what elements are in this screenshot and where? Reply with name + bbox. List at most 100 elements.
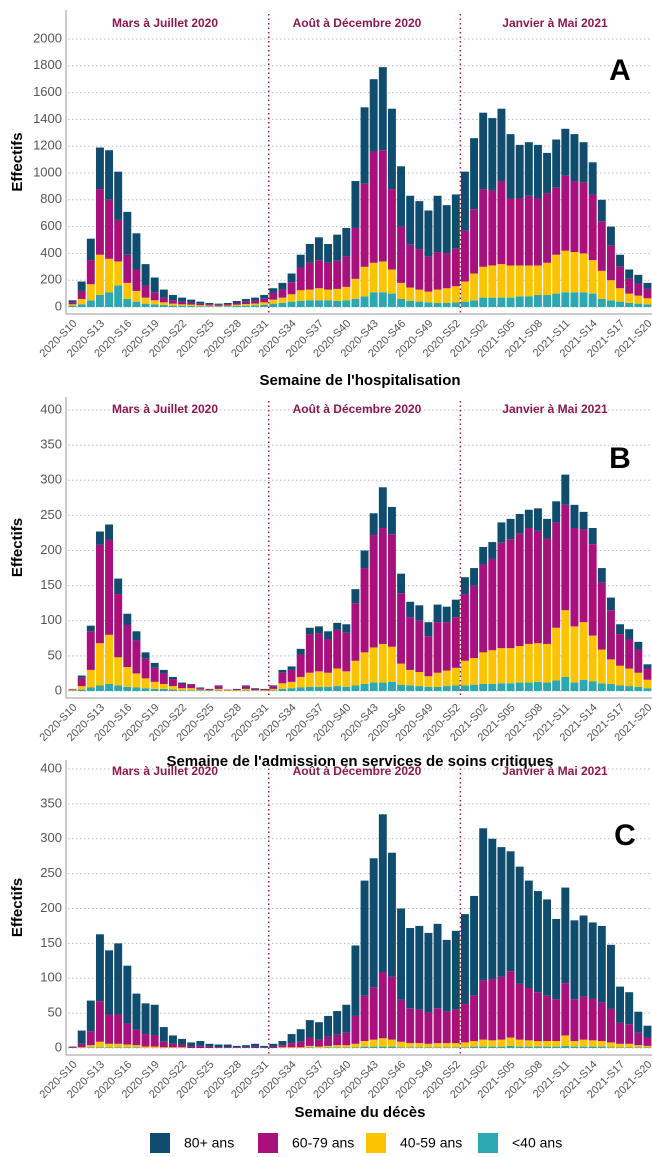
bar-segment (351, 603, 360, 661)
bar-segment (187, 1042, 196, 1047)
bar-segment (196, 688, 205, 690)
bar-segment (95, 254, 104, 295)
bar-segment (123, 624, 132, 668)
bar-segment (442, 670, 451, 687)
bar-segment (287, 294, 296, 302)
bar-segment (433, 1008, 442, 1044)
bar-segment (123, 1023, 132, 1045)
bar-segment (287, 669, 296, 682)
bar-segment (460, 171, 469, 231)
bar-segment (342, 286, 351, 301)
y-tick-label: 1000 (33, 164, 62, 179)
bar-segment (159, 683, 168, 689)
bar-segment (95, 1047, 104, 1048)
bar-segment (424, 686, 433, 691)
bar-segment (479, 1039, 488, 1047)
bar-segment (579, 292, 588, 307)
y-tick-label: 150 (40, 577, 62, 592)
bar-segment (451, 248, 460, 287)
bar-segment (625, 302, 634, 307)
bar-segment (561, 474, 570, 505)
bar-segment (86, 300, 95, 307)
bar-segment (86, 1031, 95, 1046)
bar-segment (251, 297, 260, 301)
bar-segment (141, 1003, 150, 1035)
bar-segment (543, 152, 552, 194)
bar-segment (251, 688, 260, 691)
bar-segment (86, 1045, 95, 1048)
bar-segment (488, 542, 497, 559)
bar-segment (415, 672, 424, 687)
bar-segment (397, 908, 406, 1000)
bar-segment (105, 1014, 114, 1044)
legend-label: 60-79 ans (292, 1135, 354, 1151)
bar-segment (105, 199, 114, 259)
bar-segment (360, 550, 369, 569)
bar-segment (470, 585, 479, 658)
bar-segment (460, 660, 469, 686)
y-axis-title: Effectifs (9, 132, 26, 191)
bar-segment (196, 301, 205, 304)
bar-segment (470, 657, 479, 685)
bar-segment (132, 993, 141, 1030)
bar-segment (296, 267, 305, 291)
bar-segment (470, 300, 479, 307)
bar-segment (369, 79, 378, 152)
bar-segment (543, 899, 552, 996)
bar-segment (506, 518, 515, 540)
bar-segment (606, 245, 615, 281)
bar-segment (214, 303, 223, 305)
bar-segment (369, 262, 378, 293)
bar-segment (287, 301, 296, 307)
bar-segment (132, 1045, 141, 1048)
bar-segment (342, 300, 351, 307)
bar-segment (597, 582, 606, 650)
bar-segment (579, 622, 588, 680)
bar-segment (497, 297, 506, 307)
bar-segment (296, 1029, 305, 1042)
bar-segment (588, 260, 597, 294)
bar-segment (460, 685, 469, 691)
bar-segment (95, 685, 104, 691)
bar-segment (460, 594, 469, 661)
bar-segment (360, 1046, 369, 1048)
bar-segment (159, 302, 168, 305)
bar-segment (570, 292, 579, 307)
bar-segment (278, 683, 287, 689)
legend-swatch (150, 1133, 170, 1153)
bar-segment (114, 1043, 123, 1048)
bar-segment (269, 288, 278, 293)
bar-segment (150, 662, 159, 668)
bar-segment (141, 1034, 150, 1047)
bar-segment (524, 1040, 533, 1047)
bar-segment (223, 1044, 232, 1048)
bar-segment (488, 838, 497, 979)
bar-segment (524, 296, 533, 307)
bar-segment (479, 546, 488, 565)
bar-segment (123, 965, 132, 1024)
bar-segment (433, 252, 442, 290)
bar-segment (415, 201, 424, 250)
bar-segment (260, 298, 269, 303)
bar-segment (424, 676, 433, 687)
bar-segment (497, 648, 506, 684)
bar-segment (260, 304, 269, 307)
bar-segment (497, 522, 506, 543)
bar-segment (470, 138, 479, 210)
bar-segment (470, 1041, 479, 1047)
y-tick-label: 300 (40, 830, 62, 845)
bar-segment (187, 683, 196, 685)
bar-segment (123, 667, 132, 687)
bar-segment (223, 305, 232, 307)
bar-segment (378, 150, 387, 262)
bar-segment (314, 300, 323, 307)
bar-segment (269, 299, 278, 304)
bar-segment (479, 828, 488, 981)
bar-segment (397, 1041, 406, 1048)
bar-segment (141, 297, 150, 304)
bar-segment (68, 1047, 77, 1048)
bar-segment (588, 194, 597, 261)
bar-segment (269, 1043, 278, 1047)
bar-segment (570, 134, 579, 182)
